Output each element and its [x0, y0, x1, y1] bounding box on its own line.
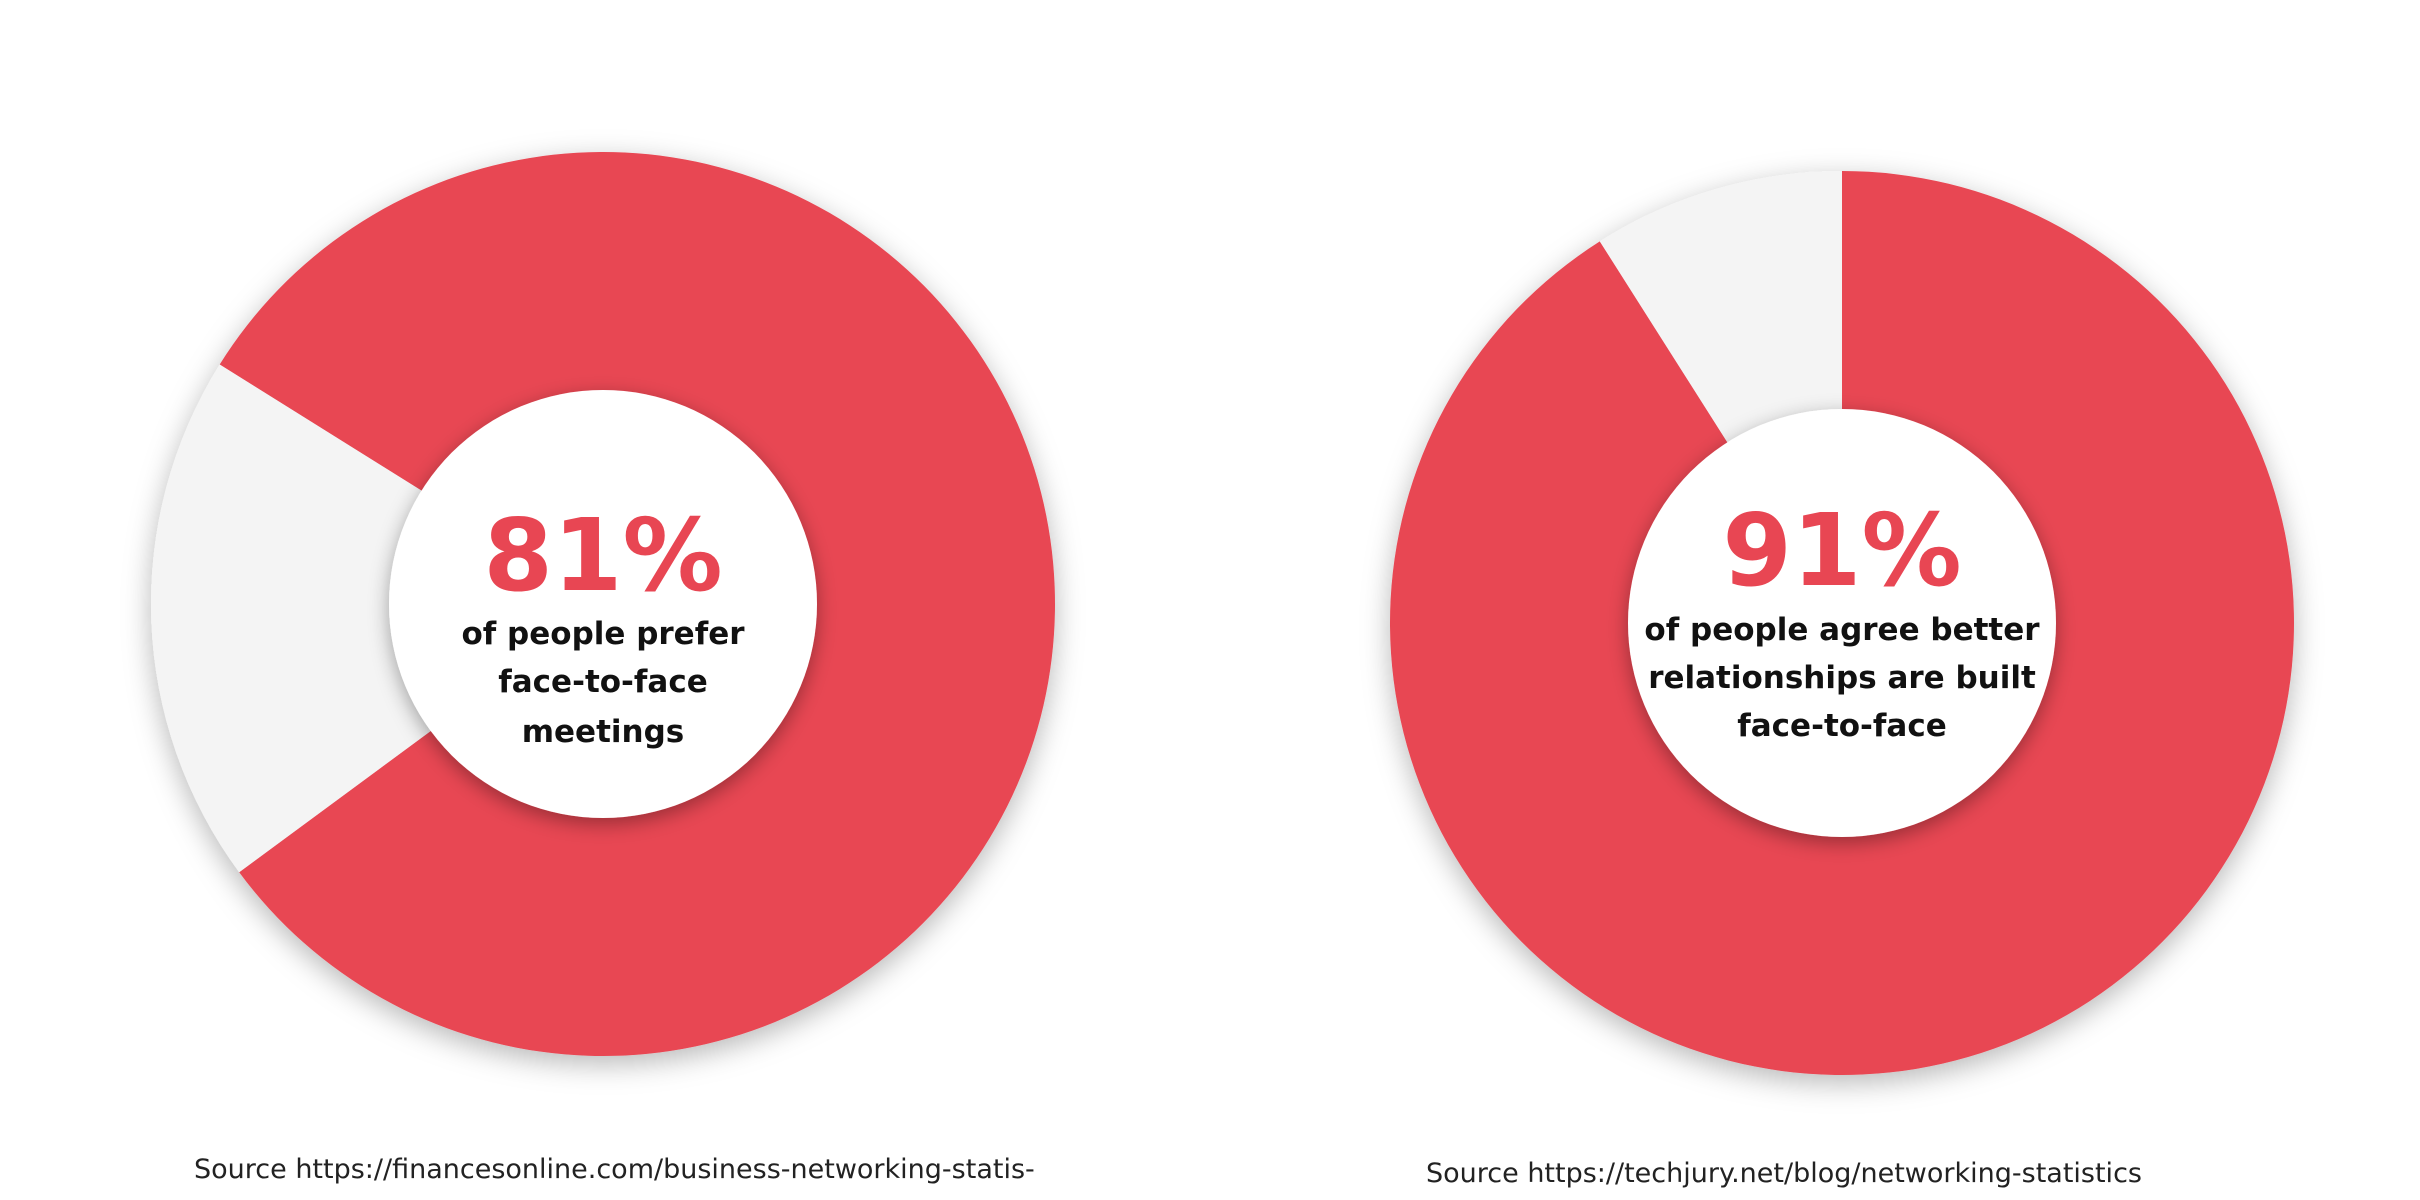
- center-text-line-3: face-to-face: [1737, 708, 1946, 744]
- center-text-line-3: meetings: [522, 714, 685, 750]
- source-caption: Source https://techjury.net/blog/network…: [1426, 1158, 2142, 1189]
- center-text-line-2: face-to-face: [498, 664, 707, 700]
- donut-center-circle: [389, 390, 817, 818]
- donut-slice-remainder: [150, 364, 603, 873]
- center-text-line-1: of people agree better: [1644, 612, 2040, 648]
- center-text-line-1: of people prefer: [461, 616, 745, 652]
- donut-center-circle: [1628, 409, 2056, 837]
- center-percentage: 81%: [483, 497, 722, 614]
- donut-chart-relationships-built: 91% of people agree better relationships…: [1389, 171, 2294, 1189]
- center-percentage: 91%: [1722, 492, 1961, 609]
- source-caption: Source https://financesonline.com/busine…: [194, 1154, 1035, 1185]
- donut-chart-face-to-face-meetings: 81% of people prefer face-to-face meetin…: [150, 151, 1055, 1185]
- center-text-line-2: relationships are built: [1648, 660, 2036, 696]
